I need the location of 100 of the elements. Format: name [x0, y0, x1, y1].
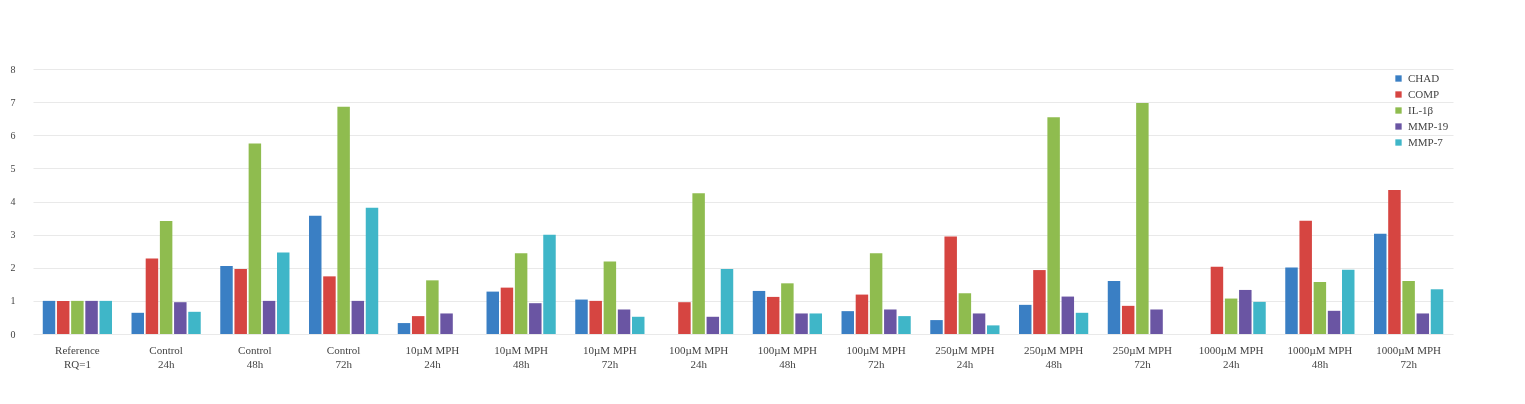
- bar: [944, 236, 957, 334]
- bar: [174, 302, 187, 334]
- legend-label: MMP-7: [1408, 135, 1444, 148]
- bar: [972, 313, 986, 334]
- x-tick-label: Control 48h: [238, 343, 272, 370]
- legend-label: IL-1β: [1408, 103, 1434, 116]
- bar: [1327, 310, 1341, 334]
- bar: [365, 207, 379, 334]
- x-tick-label: Control 24h: [149, 343, 183, 370]
- x-tick-label: 10µM MPH 24h: [405, 343, 460, 370]
- x-tick-label: 100µM MPH 72h: [846, 343, 906, 370]
- bar: [752, 290, 766, 334]
- y-tick-label: 4: [10, 196, 16, 207]
- bar: [1402, 281, 1415, 334]
- bar: [426, 280, 439, 334]
- bar: [575, 299, 588, 334]
- x-tick-label: 250µM MPH 72h: [1112, 343, 1173, 370]
- bar: [987, 325, 1000, 334]
- bar: [1075, 312, 1089, 334]
- bar: [85, 300, 98, 334]
- bar: [958, 293, 972, 334]
- bar: [1253, 301, 1266, 334]
- bar: [145, 258, 159, 334]
- x-tick-label: 250µM MPH 24h: [935, 343, 995, 370]
- bar: [841, 311, 854, 334]
- bar: [1033, 270, 1046, 334]
- x-tick-label: 10µM MPH 48h: [494, 343, 549, 370]
- x-tick-label: 1000µM MPH 72h: [1376, 343, 1442, 370]
- bar: [706, 316, 720, 334]
- bar: [855, 294, 869, 334]
- bar: [632, 316, 645, 334]
- bar: [131, 312, 144, 334]
- y-tick-label: 6: [10, 129, 16, 141]
- bar: [500, 287, 514, 334]
- bar: [486, 291, 499, 334]
- bar: [617, 309, 631, 334]
- bar: [795, 313, 808, 334]
- bar: [603, 261, 617, 334]
- y-tick-label: 3: [10, 229, 16, 241]
- bar: [1299, 220, 1312, 334]
- bar: [277, 252, 290, 334]
- bar: [766, 296, 780, 334]
- bar: [1224, 298, 1238, 334]
- bar: [188, 311, 201, 334]
- x-tick-label: 1000µM MPH 24h: [1198, 343, 1264, 370]
- legend-label: MMP-19: [1408, 119, 1449, 132]
- y-tick-label: 8: [10, 63, 16, 75]
- bar: [514, 253, 528, 334]
- x-tick-label: 10µM MPH 72h: [583, 343, 637, 370]
- bar: [159, 221, 173, 334]
- bar: [71, 300, 84, 334]
- bar: [869, 253, 883, 334]
- bar: [397, 323, 411, 334]
- bar: [220, 266, 233, 334]
- y-tick-label: 5: [10, 162, 16, 174]
- bar: [248, 143, 262, 334]
- bar: [884, 309, 897, 334]
- bar: [1388, 189, 1401, 334]
- x-tick-label: Reference RQ=1: [55, 343, 100, 370]
- bar: [42, 300, 56, 334]
- bar: [1285, 267, 1298, 334]
- x-tick-label: 1000µM MPH 48h: [1287, 343, 1353, 370]
- bar: [1121, 305, 1135, 334]
- bar: [678, 302, 691, 334]
- bar: [543, 234, 556, 334]
- y-tick-label: 7: [10, 96, 16, 108]
- bar: [1374, 233, 1387, 334]
- y-tick-label: 2: [10, 262, 16, 274]
- bar: [1416, 313, 1430, 334]
- x-tick-label: 100µM MPH 48h: [757, 343, 818, 370]
- bar: [529, 303, 542, 334]
- bar: [56, 300, 70, 334]
- bar: [692, 193, 705, 334]
- x-tick-label: Control 72h: [326, 343, 361, 370]
- legend-label: CHAD: [1408, 71, 1440, 84]
- bar: [781, 283, 794, 334]
- bar: [99, 300, 112, 334]
- bar: [898, 316, 911, 334]
- bar: [234, 269, 247, 334]
- bar: [309, 215, 322, 334]
- bar: [323, 276, 336, 334]
- bar: [1313, 281, 1327, 334]
- bar: [809, 313, 822, 334]
- bar: [1430, 289, 1444, 334]
- bar: [337, 106, 350, 334]
- bar: [1239, 289, 1252, 334]
- bar: [440, 313, 453, 334]
- y-tick-label: 0: [10, 328, 16, 340]
- bar: [1136, 103, 1149, 334]
- x-tick-label: 100µM MPH 24h: [669, 343, 729, 370]
- bar: [1150, 309, 1163, 334]
- legend-label: COMP: [1408, 87, 1440, 100]
- bar: [411, 316, 425, 334]
- bar: [262, 300, 276, 334]
- bar: [1047, 117, 1060, 334]
- bar: [930, 320, 943, 334]
- bar: [1342, 269, 1355, 334]
- bar: [1107, 281, 1121, 334]
- bar: [589, 300, 602, 334]
- x-tick-label: 250µM MPH 48h: [1024, 343, 1084, 370]
